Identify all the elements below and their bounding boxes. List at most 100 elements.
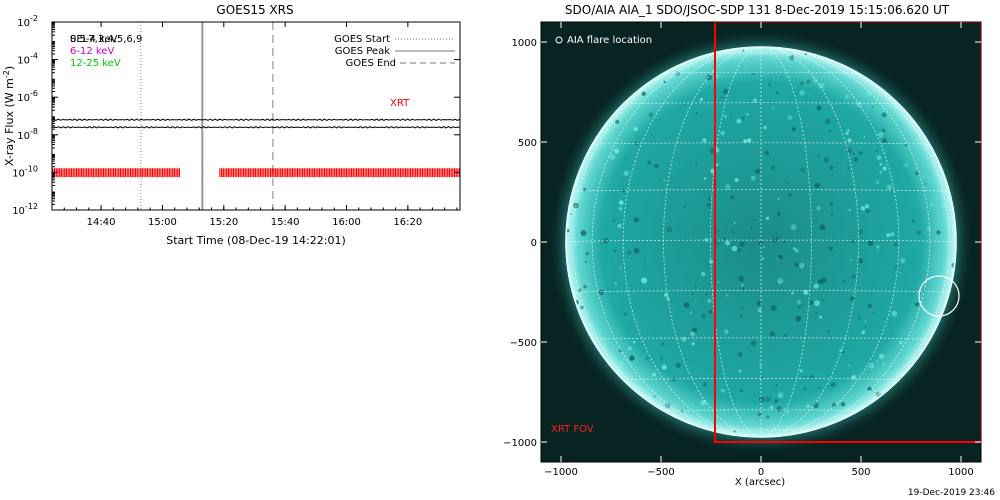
xrt-fov-label: XRT FOV bbox=[551, 424, 594, 435]
disk-speckle bbox=[664, 402, 671, 409]
disk-speckle bbox=[850, 239, 855, 243]
disk-speckle bbox=[708, 309, 713, 314]
disk-speckle bbox=[824, 118, 831, 124]
disk-speckle bbox=[817, 279, 823, 285]
disk-speckle bbox=[621, 189, 625, 193]
goes-legend: GOES Start GOES Peak GOES End bbox=[334, 34, 455, 69]
disk-speckle bbox=[879, 170, 883, 174]
disk-speckle bbox=[707, 298, 712, 303]
disk-speckle bbox=[721, 388, 725, 393]
disk-speckle bbox=[847, 129, 850, 132]
disk-speckle bbox=[800, 167, 806, 173]
disk-speckle bbox=[648, 112, 654, 118]
disk-speckle bbox=[683, 302, 690, 308]
disk-speckle bbox=[750, 226, 753, 230]
disk-speckle bbox=[627, 250, 632, 255]
goes-x-ticks: 14:40 15:00 15:20 15:40 16:00 16:20 bbox=[63, 22, 458, 228]
disk-speckle bbox=[720, 96, 724, 99]
disk-speckle bbox=[851, 375, 856, 380]
disk-speckle bbox=[803, 387, 807, 391]
disk-speckle bbox=[876, 155, 882, 161]
disk-speckle bbox=[864, 320, 867, 323]
goes-x-tick-label: 16:00 bbox=[332, 217, 361, 228]
disk-speckle bbox=[584, 260, 587, 263]
disk-speckle bbox=[741, 116, 745, 120]
disk-speckle bbox=[871, 311, 874, 314]
grid-longitude-line bbox=[710, 47, 762, 437]
disk-speckle bbox=[733, 430, 736, 433]
disk-speckle bbox=[813, 78, 818, 83]
disk-speckle bbox=[803, 376, 806, 378]
disk-speckle bbox=[791, 291, 795, 295]
disk-speckle bbox=[815, 311, 818, 314]
disk-speckle bbox=[753, 219, 757, 222]
disk-speckle bbox=[914, 171, 919, 176]
goes-x-tick-label: 15:00 bbox=[148, 217, 177, 228]
disk-speckle bbox=[702, 138, 707, 143]
disk-speckle bbox=[759, 364, 762, 368]
disk-speckle bbox=[891, 310, 898, 317]
disk-speckle bbox=[700, 400, 707, 406]
disk-speckle bbox=[761, 376, 764, 379]
disk-speckle bbox=[769, 331, 776, 337]
disk-speckle bbox=[900, 258, 906, 264]
disk-speckle bbox=[752, 73, 755, 76]
disk-speckle bbox=[878, 132, 884, 138]
disk-speckle bbox=[914, 302, 919, 307]
disk-speckle bbox=[799, 369, 803, 373]
disk-speckle bbox=[730, 115, 733, 118]
xrt-fov-box bbox=[714, 22, 981, 443]
disk-speckle bbox=[739, 314, 743, 318]
disk-speckle bbox=[924, 182, 927, 185]
disk-speckle bbox=[822, 298, 825, 301]
disk-speckle bbox=[766, 415, 770, 419]
disk-speckle bbox=[603, 238, 609, 244]
disk-speckle bbox=[660, 342, 665, 346]
disk-speckle bbox=[720, 130, 726, 136]
disk-speckle bbox=[791, 127, 796, 132]
disk-speckle bbox=[799, 81, 805, 86]
disk-speckle bbox=[830, 213, 833, 216]
disk-speckle bbox=[890, 232, 895, 237]
disk-speckle bbox=[806, 404, 811, 409]
disk-speckle bbox=[858, 258, 864, 264]
disk-speckle bbox=[738, 275, 745, 282]
disk-speckle bbox=[879, 162, 883, 166]
footer-timestamp: 19-Dec-2019 23:46 bbox=[908, 488, 995, 498]
disk-speckle bbox=[765, 396, 772, 403]
goes-channel-0: 0.5-4 keV bbox=[70, 34, 118, 45]
disk-speckle bbox=[782, 240, 786, 244]
disk-speckle bbox=[778, 254, 783, 260]
disk-speckle bbox=[794, 248, 799, 253]
disk-speckle bbox=[882, 166, 887, 171]
disk-speckle bbox=[583, 284, 587, 289]
disk-speckle bbox=[819, 224, 826, 230]
disk-speckle bbox=[702, 422, 705, 425]
aia-x-ticks: −1000 −500 0 500 1000 bbox=[544, 22, 974, 478]
disk-speckle bbox=[737, 248, 742, 252]
disk-speckle bbox=[790, 224, 797, 231]
disk-speckle bbox=[777, 197, 780, 200]
disk-speckle bbox=[846, 148, 853, 154]
disk-speckle bbox=[726, 294, 729, 297]
disk-speckle bbox=[787, 115, 793, 121]
disk-speckle bbox=[912, 219, 915, 223]
disk-speckle bbox=[716, 280, 720, 284]
disk-speckle bbox=[614, 148, 620, 154]
disk-speckle bbox=[768, 83, 772, 86]
aia-y-tick-label: −1000 bbox=[503, 438, 537, 449]
disk-speckle bbox=[848, 208, 851, 212]
disk-speckle bbox=[871, 106, 874, 108]
disk-speckle bbox=[850, 259, 853, 261]
disk-speckle bbox=[694, 285, 697, 289]
disk-speckle bbox=[861, 330, 866, 335]
disk-speckle bbox=[675, 362, 681, 368]
disk-speckle bbox=[618, 360, 624, 367]
disk-speckle bbox=[632, 340, 636, 344]
disk-speckle bbox=[724, 329, 729, 334]
goes-overlap-text: SEL7,3,4,5,6,9 bbox=[70, 34, 142, 45]
disk-speckle bbox=[803, 289, 809, 295]
disk-speckle bbox=[628, 346, 632, 351]
disk-speckle bbox=[623, 312, 627, 317]
